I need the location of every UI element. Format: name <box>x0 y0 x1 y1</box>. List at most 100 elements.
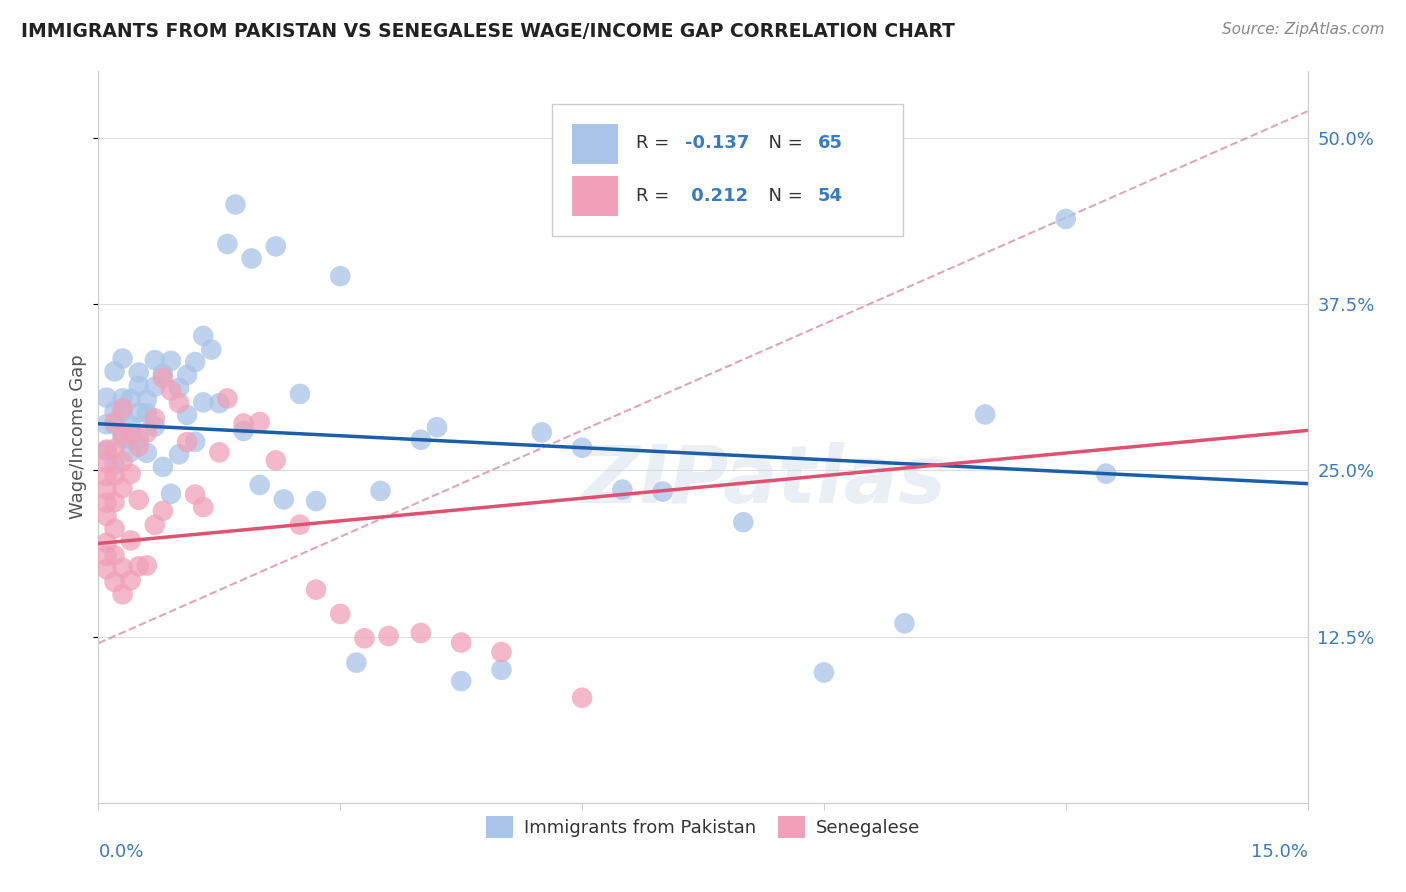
FancyBboxPatch shape <box>572 124 619 164</box>
Point <box>264 239 287 253</box>
Point <box>103 442 125 456</box>
Point <box>1054 211 1077 226</box>
Point <box>288 517 311 532</box>
Point <box>733 515 755 529</box>
Point <box>120 418 142 433</box>
Point <box>217 392 239 406</box>
Point <box>143 353 166 368</box>
Point <box>135 446 157 460</box>
Point <box>160 354 183 368</box>
Point <box>264 453 287 467</box>
Legend: Immigrants from Pakistan, Senegalese: Immigrants from Pakistan, Senegalese <box>479 808 927 845</box>
Point <box>167 381 190 395</box>
Point <box>111 481 134 495</box>
Point <box>128 366 150 380</box>
Point <box>249 415 271 429</box>
Point <box>111 427 134 442</box>
Point <box>152 371 174 385</box>
Point <box>96 496 118 510</box>
Point <box>200 343 222 357</box>
Point <box>103 522 125 536</box>
Point <box>370 483 392 498</box>
Text: N =: N = <box>758 134 808 152</box>
Point <box>128 405 150 419</box>
Point <box>167 396 190 410</box>
Point <box>288 387 311 401</box>
Point <box>232 424 254 438</box>
Point <box>491 645 513 659</box>
Point <box>96 443 118 458</box>
Point <box>167 447 190 461</box>
Point <box>240 252 263 266</box>
Point <box>111 392 134 406</box>
Point <box>111 587 134 601</box>
Point <box>353 632 375 646</box>
Text: ZIPatlas: ZIPatlas <box>581 442 946 520</box>
Point <box>208 445 231 459</box>
Point <box>96 417 118 432</box>
Point <box>143 517 166 532</box>
Point <box>103 574 125 589</box>
Point <box>128 559 150 574</box>
Point <box>208 396 231 410</box>
Point <box>193 500 215 514</box>
Point <box>103 468 125 483</box>
Point <box>143 419 166 434</box>
FancyBboxPatch shape <box>551 104 903 235</box>
Point <box>571 690 593 705</box>
Point <box>128 379 150 393</box>
Point <box>450 674 472 689</box>
Point <box>184 487 207 501</box>
Point <box>96 391 118 405</box>
Point <box>813 665 835 680</box>
Point <box>103 548 125 562</box>
Point <box>96 442 118 457</box>
Point <box>450 635 472 649</box>
Point <box>103 458 125 472</box>
Point <box>135 558 157 573</box>
Point <box>530 425 553 440</box>
Point <box>426 420 449 434</box>
Point <box>160 384 183 398</box>
Point <box>96 483 118 497</box>
Point <box>974 408 997 422</box>
Point <box>176 408 198 422</box>
Point <box>143 379 166 393</box>
Point <box>135 392 157 407</box>
Point <box>193 329 215 343</box>
Point <box>249 478 271 492</box>
Point <box>571 441 593 455</box>
Point <box>96 456 118 470</box>
Text: Source: ZipAtlas.com: Source: ZipAtlas.com <box>1222 22 1385 37</box>
Point <box>96 549 118 563</box>
Point <box>193 395 215 409</box>
Point <box>273 492 295 507</box>
Point <box>1095 467 1118 481</box>
Text: 15.0%: 15.0% <box>1250 843 1308 861</box>
Point <box>96 509 118 524</box>
Text: 0.0%: 0.0% <box>98 843 143 861</box>
Point <box>103 404 125 418</box>
Point <box>143 411 166 425</box>
Point <box>111 351 134 366</box>
Point <box>120 427 142 442</box>
Point <box>111 431 134 445</box>
Point <box>305 582 328 597</box>
Text: 65: 65 <box>818 134 842 152</box>
Point <box>409 433 432 447</box>
Point <box>120 445 142 459</box>
Text: R =: R = <box>637 186 675 204</box>
Point <box>217 237 239 252</box>
Point <box>128 432 150 446</box>
Point <box>120 574 142 588</box>
Text: IMMIGRANTS FROM PAKISTAN VS SENEGALESE WAGE/INCOME GAP CORRELATION CHART: IMMIGRANTS FROM PAKISTAN VS SENEGALESE W… <box>21 22 955 41</box>
Text: 0.212: 0.212 <box>685 186 748 204</box>
Point <box>111 405 134 419</box>
Point <box>329 607 352 621</box>
Point <box>128 440 150 454</box>
Point <box>176 368 198 382</box>
Point <box>612 483 634 497</box>
Point <box>96 562 118 576</box>
Point <box>103 417 125 432</box>
Point <box>491 663 513 677</box>
